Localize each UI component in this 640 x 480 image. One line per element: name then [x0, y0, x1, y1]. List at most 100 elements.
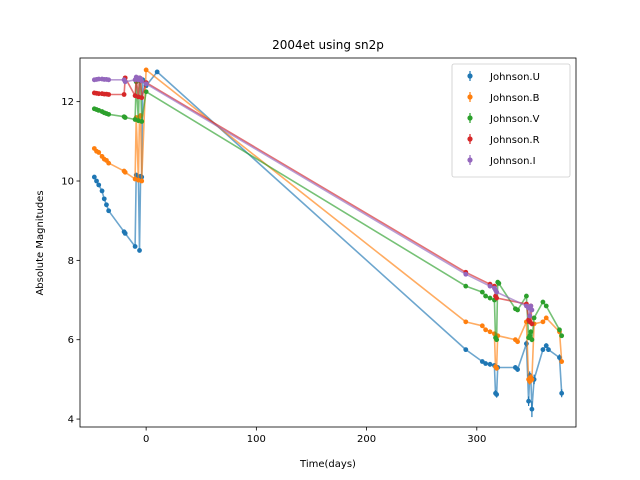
data-point	[494, 289, 500, 295]
data-point	[543, 343, 549, 349]
data-point	[104, 202, 109, 208]
legend: Johnson.U Johnson.B Johnson.V Johnson.R John…	[451, 63, 571, 178]
data-point	[122, 169, 128, 175]
data-point	[143, 81, 149, 87]
data-point	[487, 361, 493, 367]
data-point	[540, 319, 546, 325]
plot-inner	[91, 67, 565, 418]
legend-label: Johnson.I	[489, 156, 536, 167]
data-point	[527, 333, 533, 339]
data-point	[494, 295, 500, 301]
y-axis-label: Absolute Magnitudes	[35, 190, 46, 295]
legend-item: Johnson.V	[467, 113, 540, 125]
data-point	[529, 307, 535, 313]
plot-area	[91, 67, 565, 418]
data-point	[496, 280, 502, 286]
data-point	[463, 283, 469, 289]
x-tick-label: 300	[467, 434, 486, 445]
legend-item: Johnson.U	[467, 71, 540, 83]
legend-item: Johnson.R	[467, 134, 540, 146]
data-point	[463, 271, 469, 277]
data-point	[154, 69, 160, 75]
data-point	[96, 150, 102, 155]
data-point	[487, 329, 493, 335]
data-point	[528, 329, 534, 335]
data-point	[479, 289, 485, 295]
data-point	[543, 303, 549, 309]
data-point	[515, 307, 520, 313]
x-tick-label: 0	[143, 434, 149, 445]
data-point	[515, 339, 520, 345]
plot-frame	[79, 57, 577, 428]
data-point	[559, 359, 565, 364]
data-point	[483, 293, 489, 299]
data-point	[143, 89, 149, 95]
data-point	[524, 293, 529, 299]
legend-box	[451, 63, 571, 178]
data-point	[137, 248, 142, 253]
data-point	[557, 327, 562, 333]
data-point	[483, 327, 489, 333]
data-point	[529, 321, 535, 327]
data-point	[106, 111, 112, 117]
data-point	[121, 92, 127, 97]
y-tick-label: 12	[61, 97, 74, 108]
data-point	[494, 337, 500, 343]
data-point	[91, 174, 97, 180]
data-point	[494, 365, 500, 371]
data-point	[139, 178, 145, 184]
data-point	[106, 92, 112, 97]
data-point	[526, 398, 532, 404]
data-point	[487, 295, 493, 301]
data-point	[527, 313, 533, 319]
data-point	[529, 406, 535, 412]
legend-item: Johnson.I	[467, 155, 536, 167]
data-point	[559, 333, 565, 339]
data-point	[543, 315, 549, 321]
data-point	[139, 119, 145, 124]
data-point	[483, 361, 489, 366]
data-point	[106, 160, 112, 166]
data-point	[479, 323, 485, 329]
data-point	[122, 115, 128, 120]
data-point	[559, 390, 565, 396]
data-point	[515, 367, 520, 372]
data-point	[122, 230, 128, 236]
legend-label: Johnson.B	[489, 93, 540, 104]
data-point	[529, 376, 535, 382]
data-point	[143, 67, 149, 73]
series-johnson-i	[91, 74, 535, 319]
data-point	[487, 283, 493, 289]
data-point	[528, 303, 534, 309]
legend-marker	[467, 73, 473, 79]
legend-marker	[467, 157, 473, 163]
data-point	[463, 347, 469, 353]
x-tick-label: 200	[357, 434, 376, 445]
legend-label: Johnson.U	[489, 72, 540, 83]
chart-title: 2004et using sn2p	[272, 38, 384, 52]
data-point	[94, 178, 99, 184]
data-point	[494, 392, 500, 397]
legend-item: Johnson.B	[467, 92, 540, 104]
data-point	[96, 182, 102, 188]
y-tick-label: 8	[68, 256, 74, 267]
legend-marker	[467, 94, 473, 100]
legend-marker	[467, 136, 473, 142]
legend-label: Johnson.V	[489, 114, 540, 125]
series-johnson-u	[91, 69, 565, 418]
data-point	[529, 337, 535, 343]
data-point	[122, 79, 128, 85]
data-point	[546, 347, 551, 353]
y-tick-label: 4	[68, 415, 74, 426]
data-point	[531, 315, 537, 321]
data-point	[96, 91, 102, 97]
data-point	[96, 76, 102, 82]
y-tick-label: 6	[68, 335, 74, 346]
axes: 0 100 200 300 4 6 8 10 12	[61, 57, 577, 445]
x-axis-label: Time(days)	[299, 459, 356, 470]
y-tick-label: 10	[61, 177, 74, 188]
data-point	[132, 244, 138, 249]
data-point	[463, 319, 469, 325]
series-johnson-v	[91, 77, 565, 343]
